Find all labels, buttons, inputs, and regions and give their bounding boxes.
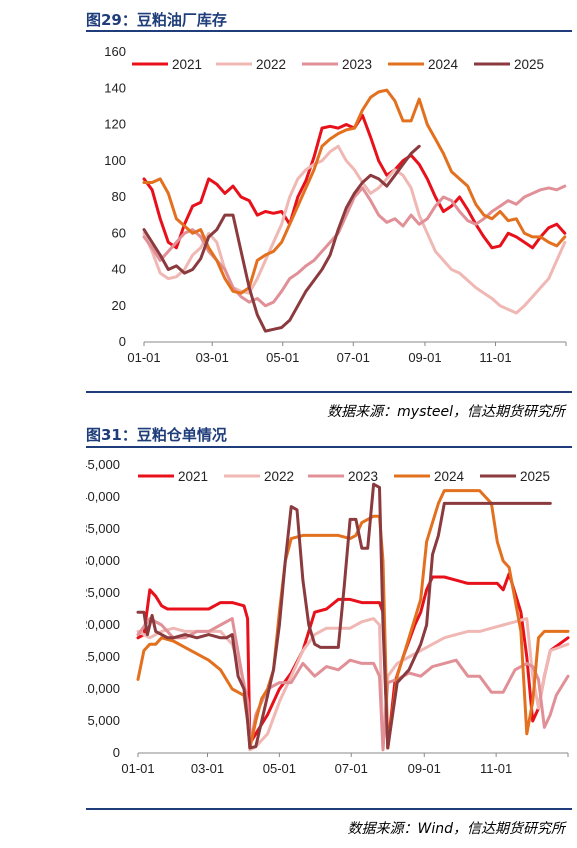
legend-label: 2021	[172, 57, 202, 72]
figure-label: 图29	[86, 11, 122, 29]
y-tick-label: 0	[113, 745, 120, 760]
y-tick-label: 15,000	[86, 649, 120, 664]
legend-label: 2023	[348, 469, 378, 484]
x-tick-label: 03-01	[196, 350, 229, 365]
x-tick-label: 05-01	[266, 350, 299, 365]
figure-caption: ：豆粕油厂库存	[121, 11, 227, 29]
legend-label: 2022	[256, 57, 286, 72]
x-tick-label: 09-01	[408, 761, 441, 776]
line-chart-warehouse-receipts: 0 5,000 10,000 15,000 20,000 25,000 30,000 35,0…	[86, 457, 570, 776]
y-tick-label: 0	[119, 334, 126, 349]
y-tick-label: 5,000	[87, 713, 120, 728]
y-tick-label: 40	[112, 262, 126, 277]
bottom-rule	[86, 391, 572, 393]
y-tick-label: 20	[112, 298, 126, 313]
y-tick-label: 120	[104, 117, 126, 132]
figure-caption: ：豆粕仓单情况	[121, 426, 227, 444]
y-tick-label: 140	[104, 80, 126, 95]
x-tick-label: 03-01	[191, 761, 224, 776]
title-rule	[86, 446, 572, 448]
line-chart-inventory: 0 20 40 60 80 100 120 140 160 01-01 03-01 05-01 07-0…	[104, 44, 567, 365]
legend-label: 2024	[434, 469, 465, 484]
series-line-2024	[142, 88, 567, 295]
x-tick-label: 05-01	[263, 761, 296, 776]
y-tick-label: 40,000	[86, 489, 120, 504]
x-tick-label: 09-01	[408, 350, 441, 365]
legend-label: 2021	[178, 469, 208, 484]
series-line-2024	[136, 489, 570, 750]
series-line-2021	[136, 572, 570, 750]
title-rule	[86, 30, 572, 32]
x-tick-label: 01-01	[127, 350, 160, 365]
legend-label: 2023	[342, 57, 372, 72]
source-note: 数据来源：Wind，信达期货研究所	[347, 821, 566, 837]
y-tick-label: 10,000	[86, 681, 120, 696]
x-tick-label: 07-01	[335, 761, 368, 776]
x-tick-label: 01-01	[121, 761, 154, 776]
y-tick-label: 80	[112, 189, 126, 204]
x-tick-label: 11-01	[480, 761, 512, 776]
series-line-2022	[136, 617, 570, 752]
series-line-2022	[142, 144, 567, 315]
source-note: 数据来源：mysteel，信达期货研究所	[327, 404, 565, 420]
series-line-2023	[136, 617, 570, 752]
legend-label: 2022	[264, 469, 294, 484]
y-tick-label: 100	[104, 153, 126, 168]
x-tick-label: 11-01	[479, 350, 511, 365]
y-tick-label: 25,000	[86, 585, 120, 600]
y-tick-label: 30,000	[86, 553, 120, 568]
y-tick-label: 160	[104, 44, 126, 59]
bottom-rule	[86, 808, 572, 810]
y-tick-label: 35,000	[86, 521, 120, 536]
y-tick-label: 60	[112, 225, 126, 240]
series-line-2021	[142, 113, 567, 250]
figure-title: 图31：豆粕仓单情况	[86, 424, 227, 445]
y-tick-label: 20,000	[86, 617, 120, 632]
y-tick-label: 45,000	[86, 457, 120, 472]
series-line-2025	[136, 482, 552, 750]
series-line-2025	[142, 144, 421, 333]
figure-label: 图31	[86, 426, 122, 444]
legend-label: 2025	[520, 469, 550, 484]
x-tick-label: 07-01	[337, 350, 370, 365]
figure-title: 图29：豆粕油厂库存	[86, 9, 227, 30]
legend-label: 2024	[428, 57, 459, 72]
legend-label: 2025	[514, 57, 544, 72]
